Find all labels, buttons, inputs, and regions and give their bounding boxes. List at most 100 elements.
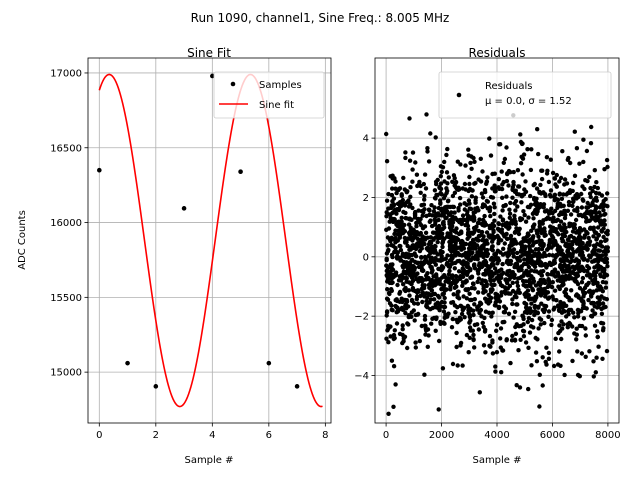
residual-point [537, 404, 542, 409]
residual-point [579, 205, 585, 210]
residual-point [592, 276, 598, 281]
residual-point [428, 297, 434, 302]
residual-point [466, 227, 471, 232]
residual-point [419, 255, 424, 260]
residual-point [514, 322, 519, 327]
residual-point [469, 166, 474, 171]
residual-point [463, 163, 468, 168]
residual-point [492, 252, 497, 257]
residual-point [453, 179, 459, 185]
residual-point [385, 287, 390, 292]
residual-point [489, 233, 494, 238]
residual-point [465, 236, 470, 241]
residual-point [539, 273, 544, 278]
residual-point [548, 224, 553, 229]
residual-point [458, 340, 464, 346]
residual-point [478, 156, 483, 161]
residual-point [560, 149, 565, 154]
residual-point [423, 230, 429, 235]
residual-point [578, 212, 583, 218]
residual-point [428, 264, 433, 269]
residual-point [517, 226, 522, 231]
residual-point [444, 170, 450, 175]
residual-point [522, 187, 527, 192]
residual-point [428, 250, 433, 256]
residual-point [513, 221, 518, 227]
residual-point [524, 271, 529, 276]
residual-point [498, 336, 503, 341]
residual-point [590, 301, 596, 306]
residual-point [399, 193, 404, 198]
residual-point [429, 321, 434, 326]
residual-point [472, 322, 478, 328]
residual-point [498, 326, 504, 331]
residual-point [406, 322, 411, 327]
residual-point [603, 256, 608, 261]
residual-point [392, 231, 397, 237]
residual-point [406, 230, 412, 236]
residual-point [450, 361, 456, 367]
residual-point [580, 255, 585, 260]
residual-point [587, 174, 592, 180]
residual-point [390, 272, 395, 277]
residual-point [489, 255, 495, 261]
residual-point [564, 181, 570, 186]
residual-point [533, 207, 538, 213]
residual-point [605, 264, 610, 269]
residual-point [492, 218, 497, 223]
sine-fit-panel: Sine Fit 0 2 4 6 81500015500160001650017000 … [17, 46, 332, 466]
residual-point [591, 359, 596, 364]
residual-point [419, 209, 424, 214]
residual-point [408, 202, 413, 207]
residual-point [449, 300, 454, 305]
residual-point [418, 230, 423, 236]
residual-point [521, 252, 526, 257]
residual-point [507, 211, 513, 216]
residual-point [412, 301, 417, 306]
residual-point [491, 223, 497, 229]
residual-point [478, 247, 483, 252]
residual-point [417, 220, 422, 225]
residual-point [427, 292, 432, 297]
residual-point [428, 235, 433, 240]
residual-point [510, 195, 515, 200]
residual-point [410, 205, 415, 211]
residual-point [575, 372, 581, 378]
residual-point [487, 268, 492, 274]
residual-point [417, 248, 423, 254]
residual-point [544, 216, 549, 222]
residual-point [502, 241, 507, 246]
residual-point [468, 216, 473, 222]
residual-point [433, 219, 438, 224]
residual-point [384, 198, 390, 203]
residual-point [550, 219, 555, 224]
residual-point [403, 310, 408, 316]
residual-point [499, 186, 505, 192]
residual-point [593, 370, 598, 375]
residual-point [466, 253, 472, 258]
residual-point [509, 338, 515, 343]
residual-point [520, 313, 525, 318]
residual-point [424, 259, 429, 264]
residual-point [541, 202, 547, 207]
residual-point [526, 293, 531, 298]
residual-point [553, 274, 558, 279]
residual-point [395, 238, 400, 243]
residual-point [406, 288, 412, 293]
residual-point [410, 245, 416, 250]
residual-point [433, 328, 438, 333]
residual-point [602, 222, 607, 227]
residual-point [533, 297, 538, 302]
residual-point [475, 279, 480, 285]
residuals-data [384, 112, 610, 416]
residual-point [464, 296, 469, 301]
residual-point [466, 350, 471, 355]
residual-point [536, 326, 541, 331]
residual-point [449, 325, 455, 330]
residual-point [476, 177, 481, 182]
residual-point [557, 179, 562, 184]
residual-point [569, 298, 574, 303]
residual-point [463, 250, 468, 256]
residual-point [426, 333, 431, 338]
residual-point [563, 293, 568, 298]
